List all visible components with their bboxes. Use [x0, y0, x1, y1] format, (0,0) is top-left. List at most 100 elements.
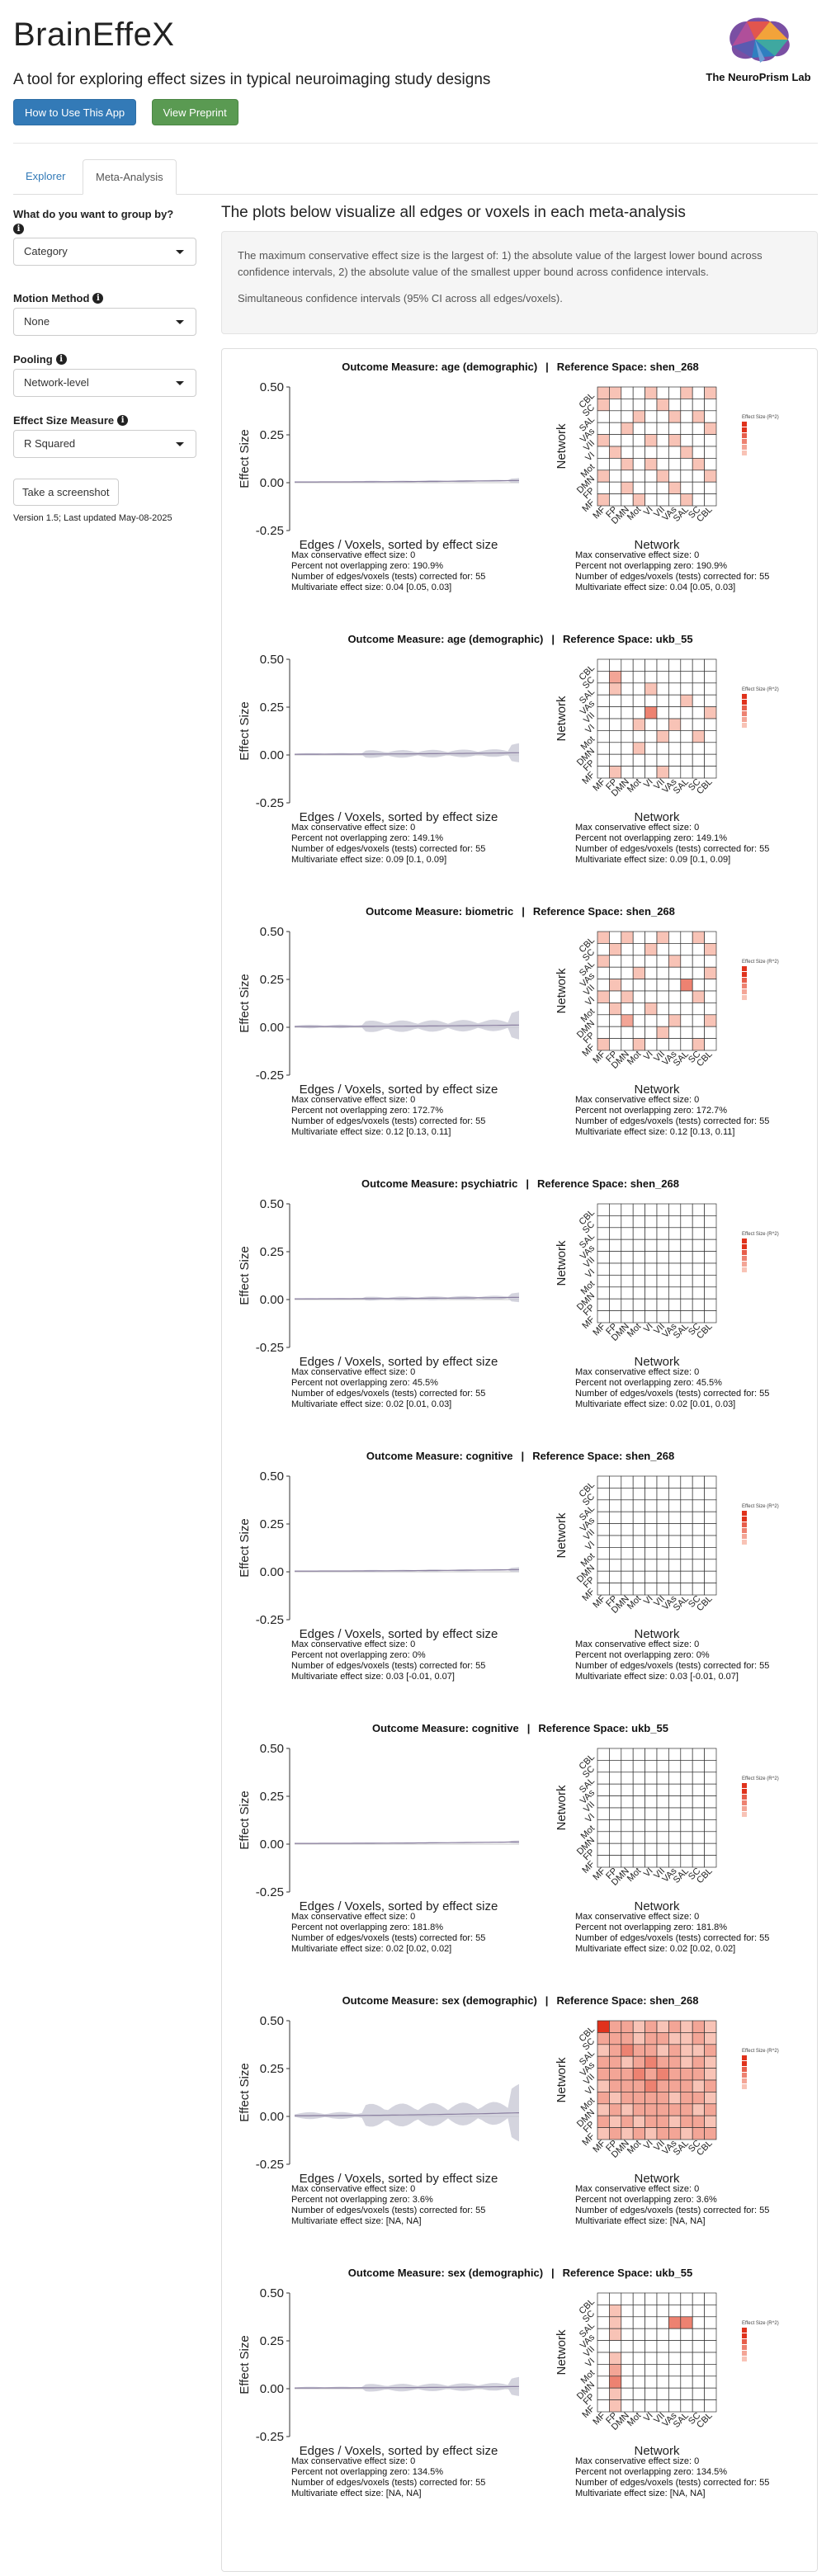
matrix-cell [609, 1026, 622, 1039]
legend-swatch [742, 1267, 747, 1272]
legend-swatch [742, 1256, 747, 1261]
matrix-cell [621, 1262, 634, 1276]
matrix-cell [597, 1748, 610, 1761]
tab-explorer[interactable]: Explorer [26, 170, 66, 182]
matrix-cell [597, 682, 610, 696]
matrix-cell [680, 955, 693, 968]
how-to-use-button[interactable]: How to Use This App [13, 99, 137, 125]
y-tick-label: 0.50 [260, 2014, 284, 2028]
matrix-cell [680, 2079, 693, 2092]
stat-line: Percent not overlapping zero: 45.5% [291, 1378, 438, 1388]
matrix-cell [597, 1760, 610, 1773]
matrix-cell [609, 493, 622, 507]
screenshot-button[interactable]: Take a screenshot [13, 479, 119, 506]
matrix-cell [621, 979, 634, 992]
y-tick-label: -0.25 [256, 796, 284, 810]
matrix-cell [704, 1038, 717, 1051]
matrix-cell [609, 2292, 622, 2305]
x-axis-label: Edges / Voxels, sorted by effect size [300, 2444, 498, 2458]
matrix-cell [632, 1760, 645, 1773]
title-part: Reference Space: shen_268 [532, 905, 675, 918]
stat-line: Max conservative effect size: 0 [291, 1095, 416, 1105]
matrix-cell [656, 399, 669, 412]
matrix-cell [692, 2092, 705, 2105]
legend-swatch [742, 2357, 747, 2361]
matrix-cell [632, 1559, 645, 1572]
matrix-cell [704, 753, 717, 767]
matrix-cell [632, 1772, 645, 1785]
matrix-cell [692, 1511, 705, 1524]
matrix-cell [656, 730, 669, 743]
matrix-cell [668, 2044, 682, 2057]
matrix-cell [668, 2055, 682, 2069]
matrix-cell [644, 1262, 658, 1276]
effect-size-select[interactable]: R Squared [13, 430, 196, 458]
matrix-cell [609, 1038, 622, 1051]
matrix-cell [597, 2387, 610, 2400]
meta-analysis-block: Outcome Measure: age (demographic) | Refer… [222, 361, 819, 633]
matrix-cell [632, 682, 645, 696]
lab-logo[interactable]: The NeuroPrism Lab [701, 15, 816, 83]
legend-title: Effect Size (R^2) [742, 687, 779, 692]
matrix-cell [680, 1475, 693, 1489]
y-tick-label: 0.00 [260, 1838, 284, 1852]
matrix-cell [680, 1559, 693, 1572]
matrix-cell [680, 1251, 693, 1264]
matrix-cell [644, 2115, 658, 2128]
matrix-cell [609, 458, 622, 471]
matrix-x-tick-label: Mot [626, 1322, 643, 1339]
effect-size-figure: 0.50 0.25 0.00 -0.25 Effect Size Edges / Voxe… [238, 653, 779, 824]
group-by-select[interactable]: Category [13, 238, 196, 266]
matrix-cell [621, 706, 634, 719]
matrix-cell [632, 1488, 645, 1501]
matrix-cell [632, 730, 645, 743]
matrix-cell [597, 742, 610, 755]
y-tick-label: 0.50 [260, 653, 284, 667]
matrix-cell [644, 2352, 658, 2365]
info-icon[interactable]: i [117, 415, 129, 426]
matrix-cell [632, 1523, 645, 1536]
matrix-cell [632, 493, 645, 507]
matrix-cell [597, 966, 610, 979]
y-tick-label: 0.00 [260, 2110, 284, 2124]
matrix-cell [644, 753, 658, 767]
matrix-y-axis-label: Network [555, 1240, 569, 1286]
matrix-cell [668, 410, 682, 423]
stat-line: Number of edges/voxels (tests) corrected… [575, 1116, 770, 1126]
y-tick-label: 0.00 [260, 476, 284, 490]
matrix-cell [668, 1523, 682, 1536]
motion-select[interactable]: None [13, 308, 196, 336]
matrix-cell [621, 955, 634, 968]
matrix-cell [632, 694, 645, 707]
matrix-cell [668, 966, 682, 979]
matrix-cell [621, 1842, 634, 1856]
pooling-select[interactable]: Network-level [13, 369, 196, 397]
legend-swatch [742, 1806, 747, 1811]
matrix-cell [632, 943, 645, 956]
title-separator: | [545, 361, 549, 373]
legend-swatch [742, 1262, 747, 1267]
matrix-cell [621, 2103, 634, 2116]
matrix-cell [680, 742, 693, 755]
matrix-cell [644, 943, 658, 956]
matrix-cell [597, 1238, 610, 1252]
matrix-cell [656, 706, 669, 719]
info-icon[interactable]: i [13, 224, 24, 234]
matrix-cell [680, 1831, 693, 1844]
info-icon[interactable]: i [92, 293, 104, 304]
motion-label: Motion Method i [13, 292, 196, 304]
effect-size-figure: 0.50 0.25 0.00 -0.25 Effect Size Edges / Voxe… [238, 1470, 779, 1641]
tab-meta-analysis[interactable]: Meta-Analysis [83, 159, 177, 195]
matrix-x-tick-label: Mot [626, 2139, 643, 2156]
pooling-label: Pooling i [13, 353, 196, 366]
matrix-cell [692, 955, 705, 968]
info-icon[interactable]: i [55, 354, 67, 365]
view-preprint-button[interactable]: View Preprint [151, 99, 238, 125]
matrix-cell [680, 990, 693, 1003]
stat-line: Number of edges/voxels (tests) corrected… [291, 572, 486, 582]
legend-swatch [742, 422, 747, 427]
matrix-cell [632, 2055, 645, 2069]
matrix-cell [632, 2305, 645, 2318]
y-tick-label: 0.50 [260, 2286, 284, 2300]
matrix-cell [632, 1238, 645, 1252]
